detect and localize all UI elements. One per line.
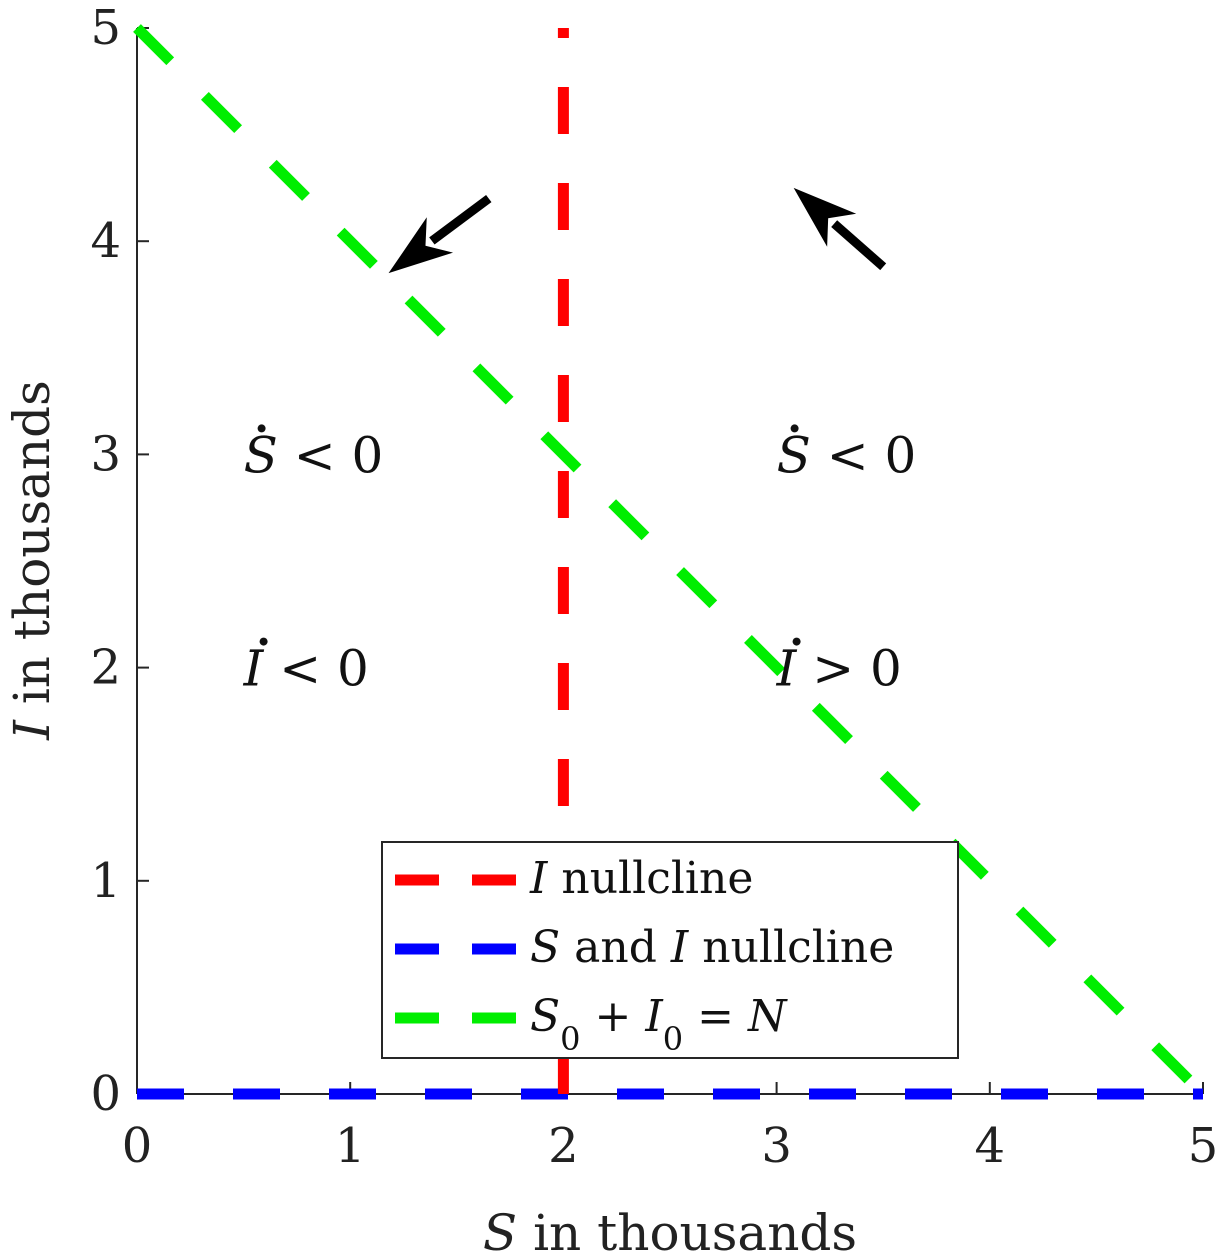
y-tick-label: 2 <box>90 640 121 696</box>
y-axis-label: I in thousands <box>3 380 61 741</box>
region-right-sdot-dot <box>790 424 799 433</box>
x-axis-label: S in thousands <box>483 1204 857 1254</box>
y-tick-label: 0 <box>90 1066 121 1122</box>
series-lines <box>133 24 1207 1100</box>
y-tick-label: 3 <box>90 426 121 482</box>
direction-arrow-right <box>793 187 887 271</box>
x-tick-label: 0 <box>122 1118 153 1174</box>
region-right-idot-dot <box>792 637 801 646</box>
region-left-sdot-dot <box>257 424 266 433</box>
population-constraint-line <box>133 24 1207 1098</box>
axis-ticks: 0 1 2 3 4 5 0 1 2 3 4 5 <box>90 0 1217 1174</box>
x-tick-label: 3 <box>761 1118 792 1174</box>
y-tick-label: 4 <box>90 213 121 269</box>
direction-arrows <box>388 187 887 274</box>
region-right-idot: I > 0 <box>776 640 902 698</box>
direction-arrow-left-head <box>388 217 454 274</box>
region-left-idot: I < 0 <box>243 640 369 698</box>
direction-arrow-left-shaft <box>429 194 492 245</box>
region-left-idot-dot <box>259 637 268 646</box>
region-right-sdot: S < 0 <box>777 426 917 484</box>
legend: I nullcline S and I nullcline S0 + I0 = … <box>381 841 959 1059</box>
direction-arrow-right-head <box>793 187 857 247</box>
region-annotations: S < 0 I < 0 S < 0 I > 0 <box>243 424 917 698</box>
x-tick-label: 1 <box>335 1118 366 1174</box>
legend-label-i-nullcline: I nullcline <box>529 853 753 904</box>
x-tick-label: 2 <box>548 1118 579 1174</box>
region-left-sdot: S < 0 <box>244 426 384 484</box>
direction-arrow-right-shaft <box>831 220 887 271</box>
direction-arrow-left <box>388 194 492 274</box>
x-tick-label: 4 <box>975 1118 1006 1174</box>
y-tick-label: 1 <box>90 853 121 909</box>
legend-label-population-line: S0 + I0 = N <box>530 991 788 1058</box>
y-tick-label: 5 <box>90 0 121 56</box>
legend-label-s-and-i-nullcline: S and I nullcline <box>530 922 894 973</box>
x-tick-label: 5 <box>1188 1118 1217 1174</box>
